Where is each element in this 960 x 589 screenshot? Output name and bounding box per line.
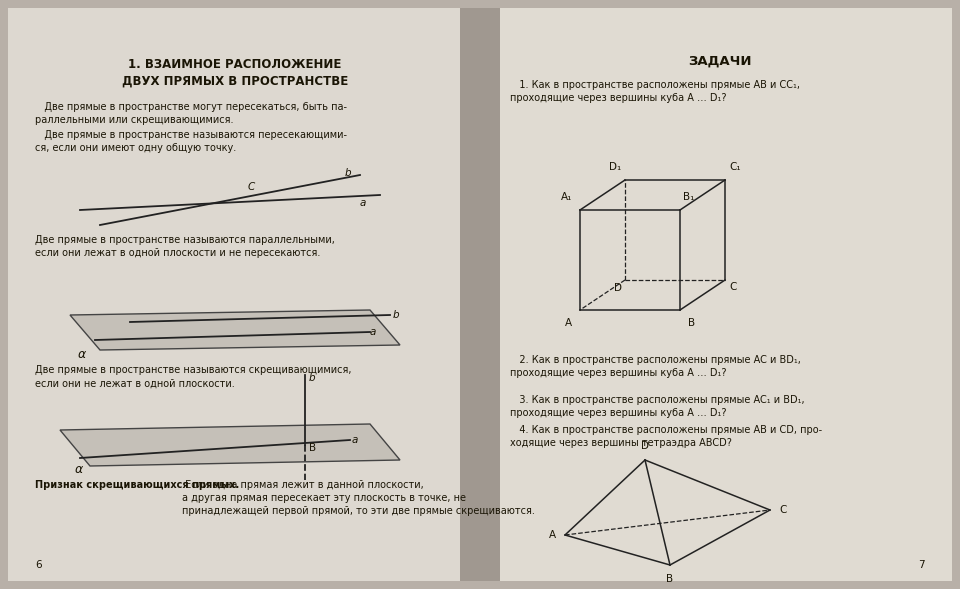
Text: α: α [78, 348, 86, 361]
Polygon shape [70, 310, 400, 350]
Text: 1. ВЗАИМНОЕ РАСПОЛОЖЕНИЕ
ДВУХ ПРЯМЫХ В ПРОСТРАНСТВЕ: 1. ВЗАИМНОЕ РАСПОЛОЖЕНИЕ ДВУХ ПРЯМЫХ В П… [122, 58, 348, 88]
Text: Две прямые в пространстве могут пересекаться, быть па-
раллельными или скрещиваю: Две прямые в пространстве могут пересека… [35, 102, 347, 125]
Text: 3. Как в пространстве расположены прямые AC₁ и BD₁,
проходящие через вершины куб: 3. Как в пространстве расположены прямые… [510, 395, 804, 418]
Text: A: A [549, 530, 556, 540]
Text: α: α [75, 463, 84, 476]
Text: D₁: D₁ [609, 162, 621, 172]
Text: Признак скрещивающихся прямых.: Признак скрещивающихся прямых. [35, 480, 239, 490]
Text: 2. Как в пространстве расположены прямые AC и BD₁,
проходящие через вершины куба: 2. Как в пространстве расположены прямые… [510, 355, 801, 378]
Text: C₁: C₁ [729, 162, 740, 172]
Text: Две прямые в пространстве называются пересекающими-
ся, если они имеют одну общу: Две прямые в пространстве называются пер… [35, 130, 347, 153]
Text: 4. Как в пространстве расположены прямые AB и CD, про-
ходящие через вершины тет: 4. Как в пространстве расположены прямые… [510, 425, 822, 448]
Text: b: b [393, 310, 399, 320]
Text: Если одна прямая лежит в данной плоскости,
а другая прямая пересекает эту плоско: Если одна прямая лежит в данной плоскост… [182, 480, 535, 517]
Text: Две прямые в пространстве называются параллельными,
если они лежат в одной плоск: Две прямые в пространстве называются пар… [35, 235, 335, 258]
Text: A₁: A₁ [561, 192, 572, 202]
FancyBboxPatch shape [460, 8, 500, 581]
Text: D: D [614, 283, 622, 293]
Text: 6: 6 [35, 560, 41, 570]
Text: b: b [309, 373, 316, 383]
Text: C: C [729, 282, 736, 292]
Polygon shape [60, 424, 400, 466]
Text: B: B [688, 318, 695, 328]
Text: 1. Как в пространстве расположены прямые AB и CC₁,
проходящие через вершины куба: 1. Как в пространстве расположены прямые… [510, 80, 800, 103]
Text: 7: 7 [919, 560, 925, 570]
Text: A: A [564, 318, 572, 328]
Text: a: a [370, 327, 376, 337]
Text: D: D [641, 441, 649, 451]
FancyBboxPatch shape [8, 8, 463, 581]
Text: a: a [352, 435, 358, 445]
Text: B: B [309, 443, 316, 453]
Text: a: a [360, 198, 367, 208]
Text: B₁: B₁ [683, 192, 694, 202]
Text: B: B [666, 574, 674, 584]
Text: b: b [345, 168, 351, 178]
Text: Две прямые в пространстве называются скрещивающимися,
если они не лежат в одной : Две прямые в пространстве называются скр… [35, 365, 351, 388]
Text: C: C [779, 505, 786, 515]
FancyBboxPatch shape [497, 8, 952, 581]
Text: C: C [248, 182, 255, 192]
Text: ЗАДАЧИ: ЗАДАЧИ [688, 55, 752, 68]
